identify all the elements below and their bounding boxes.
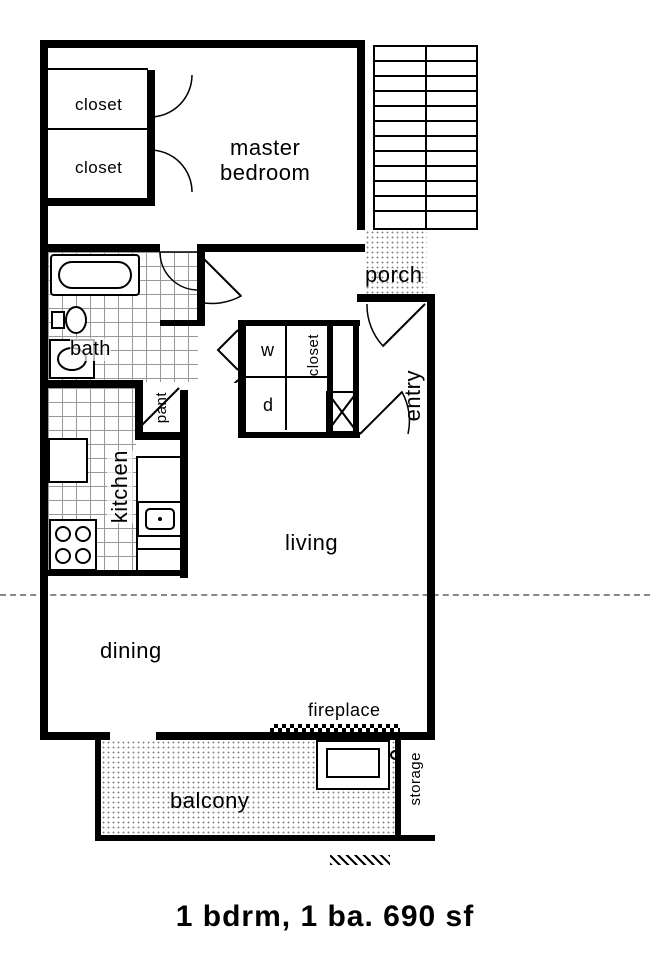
room-label-closet: closet [305, 334, 322, 376]
wall-thin [48, 128, 148, 130]
floorplan-caption: 1 bdrm, 1 ba. 690 sf [0, 900, 650, 934]
wall [95, 740, 101, 840]
room-label-closet: closet [75, 95, 122, 115]
fireplace-box [316, 740, 390, 790]
wall [353, 320, 359, 438]
wall [327, 320, 333, 438]
counter-edge [136, 456, 184, 458]
room-label-kitchen: kitchen [107, 450, 133, 523]
wall [40, 570, 188, 576]
counter-edge [136, 548, 184, 550]
wall [40, 244, 160, 252]
wall [180, 390, 188, 578]
floorplan-diagram: masterbedroom closet closet porch bath w… [40, 40, 525, 860]
room-label-living: living [285, 530, 338, 556]
wall [197, 244, 205, 320]
wall [238, 320, 246, 438]
bathtub [50, 254, 140, 296]
kitchen-sink-icon [136, 500, 184, 540]
room-label-storage: storage [407, 752, 424, 806]
room-label-balcony: balcony [170, 788, 249, 814]
room-label-closet: closet [75, 158, 122, 178]
wall [427, 294, 435, 740]
wall [95, 835, 435, 841]
room-label-dining: dining [100, 638, 162, 664]
fridge-icon [48, 438, 88, 483]
door-swing-icon [148, 148, 198, 198]
room-label-fireplace: fireplace [308, 700, 381, 721]
wall [395, 740, 401, 840]
wall [160, 320, 205, 326]
room-label-bath: bath [70, 338, 111, 361]
wall [135, 380, 143, 440]
counter-edge [136, 456, 138, 574]
wall [238, 432, 360, 438]
wall [40, 40, 365, 48]
wall [40, 40, 48, 740]
stairs [373, 45, 478, 230]
door-swing-icon [365, 302, 430, 367]
room-label-porch: porch [365, 262, 423, 288]
threshold-strip [330, 855, 390, 865]
room-label-master-bedroom: masterbedroom [220, 135, 310, 186]
wall [147, 70, 155, 206]
wall-thin [285, 326, 287, 430]
window [48, 43, 88, 44]
wall [238, 320, 360, 326]
door-swing-icon [148, 73, 198, 123]
page-break-line [0, 594, 650, 596]
door-swing-icon [197, 252, 252, 307]
floorplan-page: masterbedroom closet closet porch bath w… [0, 0, 650, 954]
wall [40, 198, 155, 206]
wall [156, 732, 435, 740]
window [240, 43, 320, 44]
wall [357, 40, 365, 230]
room-label-w: w [261, 340, 275, 361]
room-label-entry: entry [400, 370, 426, 421]
wall [357, 294, 435, 302]
wall-thin [48, 68, 148, 70]
wall [40, 380, 143, 388]
wall [197, 244, 365, 252]
wall [40, 732, 110, 740]
window [43, 625, 44, 705]
room-label-pant: pant [153, 392, 170, 423]
room-label-d: d [263, 395, 274, 416]
